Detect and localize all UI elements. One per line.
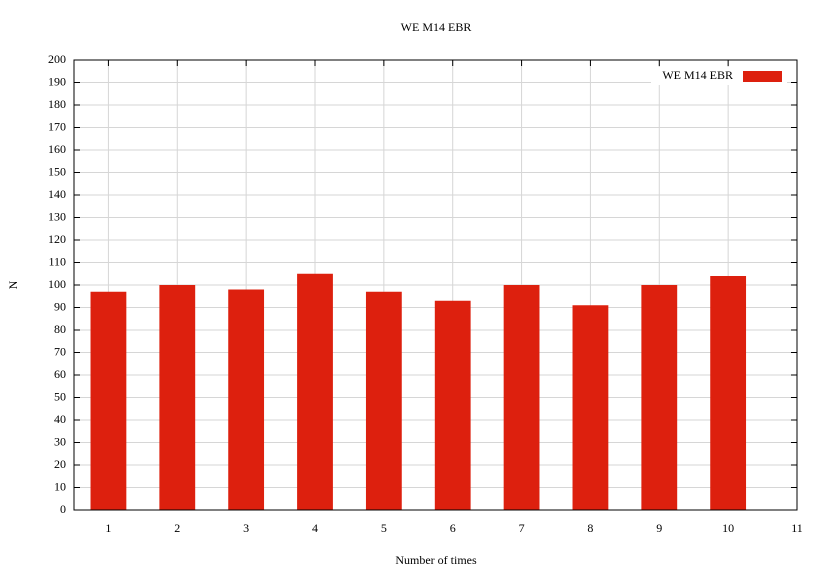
y-tick-label: 130 <box>48 209 66 223</box>
y-tick-label: 120 <box>48 232 66 246</box>
x-tick-label: 6 <box>450 521 456 535</box>
y-tick-label: 30 <box>54 434 66 448</box>
chart-title: WE M14 EBR <box>401 20 472 34</box>
bar <box>365 291 402 510</box>
y-tick-label: 180 <box>48 97 66 111</box>
y-tick-label: 70 <box>54 344 66 358</box>
y-tick-label: 190 <box>48 74 66 88</box>
y-tick-label: 170 <box>48 119 66 133</box>
x-tick-label: 1 <box>105 521 111 535</box>
bar <box>434 300 471 510</box>
x-tick-label: 2 <box>174 521 180 535</box>
y-tick-label: 160 <box>48 142 66 156</box>
bar <box>710 276 747 510</box>
y-tick-label: 90 <box>54 299 66 313</box>
y-tick-label: 100 <box>48 277 66 291</box>
bar <box>159 285 196 510</box>
y-tick-label: 10 <box>54 479 66 493</box>
legend-label: WE M14 EBR <box>662 68 733 82</box>
y-tick-label: 110 <box>48 254 66 268</box>
legend-swatch <box>743 71 782 82</box>
y-axis-label: N <box>6 280 20 289</box>
bar <box>228 289 265 510</box>
x-axis-label: Number of times <box>395 553 477 567</box>
x-tick-label: 8 <box>587 521 593 535</box>
y-tick-label: 50 <box>54 389 66 403</box>
plot-border <box>73 59 798 511</box>
bar <box>90 291 127 510</box>
x-tick-label: 11 <box>791 521 803 535</box>
x-tick-label: 3 <box>243 521 249 535</box>
bar <box>641 285 678 510</box>
y-tick-label: 40 <box>54 412 66 426</box>
x-tick-label: 9 <box>656 521 662 535</box>
x-tick-label: 10 <box>722 521 734 535</box>
bar <box>503 285 540 510</box>
x-tick-label: 4 <box>312 521 318 535</box>
y-tick-label: 0 <box>60 502 66 516</box>
bar <box>572 305 609 510</box>
bar <box>297 273 333 510</box>
y-tick-label: 20 <box>54 457 66 471</box>
y-tick-label: 80 <box>54 322 66 336</box>
y-tick-label: 60 <box>54 367 66 381</box>
x-tick-label: 7 <box>519 521 525 535</box>
y-tick-label: 200 <box>48 52 66 66</box>
y-tick-label: 150 <box>48 164 66 178</box>
y-tick-label: 140 <box>48 187 66 201</box>
x-tick-label: 5 <box>381 521 387 535</box>
